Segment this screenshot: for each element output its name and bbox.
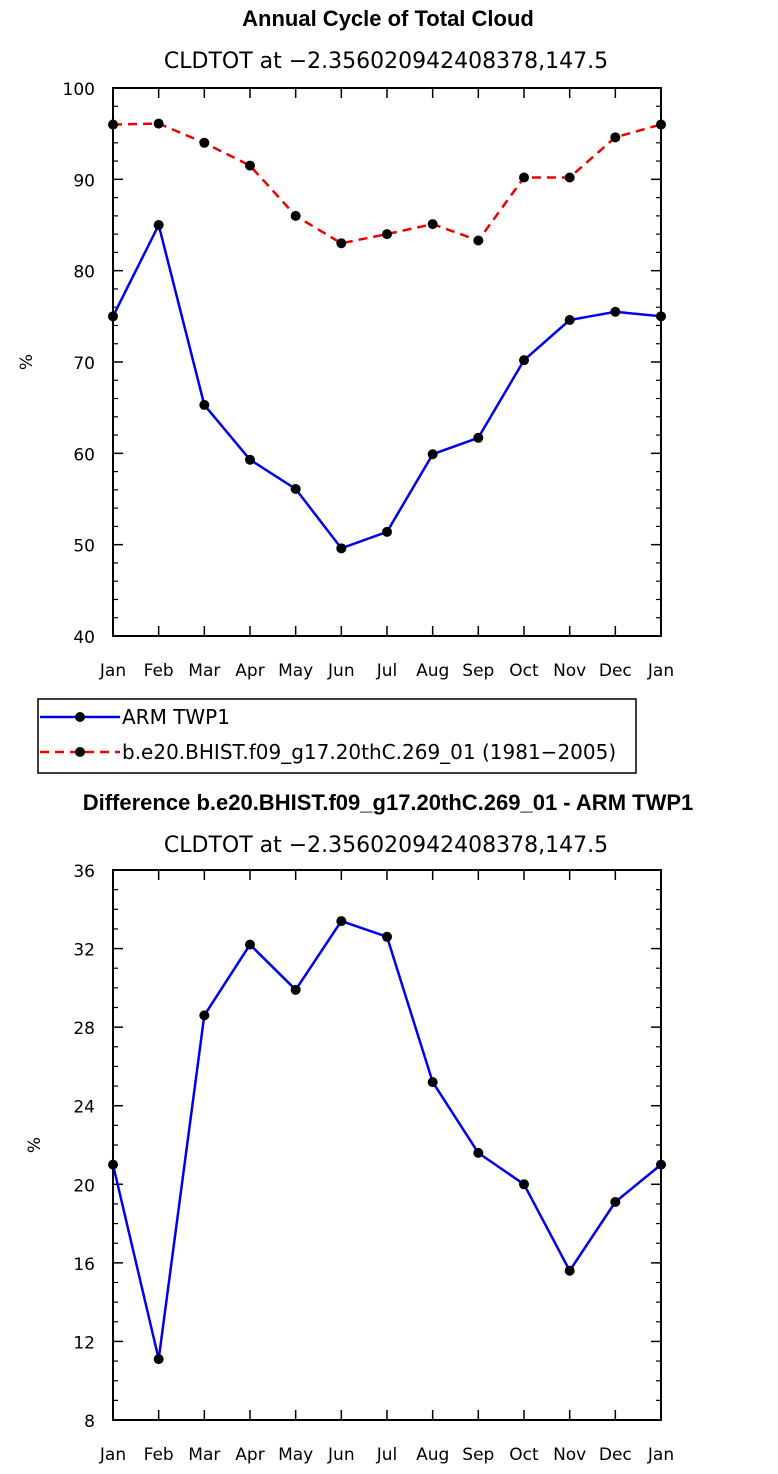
x-tick-label: Dec bbox=[599, 661, 632, 681]
y-tick-label: 90 bbox=[73, 171, 95, 191]
series-0-point bbox=[290, 483, 301, 494]
x-tick-label: Jan bbox=[647, 1445, 674, 1465]
x-tick-label: Jun bbox=[327, 661, 355, 681]
x-tick-label: Mar bbox=[188, 1445, 220, 1465]
x-tick-label: Sep bbox=[462, 1445, 494, 1465]
chart1-legend: ARM TWP1 b.e20.BHIST.f09_g17.20thC.269_0… bbox=[37, 698, 637, 774]
x-tick-label: Apr bbox=[235, 661, 264, 681]
series-1-point bbox=[427, 219, 438, 230]
series-0-point bbox=[656, 1159, 666, 1170]
y-tick-label: 24 bbox=[73, 1098, 95, 1118]
x-tick-label: Jul bbox=[376, 1445, 398, 1465]
y-tick-label: 36 bbox=[73, 862, 95, 882]
series-0-point bbox=[382, 931, 392, 942]
annual-cycle-chart: Annual Cycle of Total Cloud CLDTOT at −2… bbox=[17, 6, 674, 774]
y-tick-label: 8 bbox=[84, 1412, 95, 1432]
series-0-point bbox=[245, 454, 255, 465]
series-1-point bbox=[610, 132, 621, 143]
y-tick-label: 16 bbox=[73, 1255, 95, 1275]
series-0-point bbox=[153, 220, 164, 230]
series-1-point bbox=[108, 119, 118, 130]
series-1-point bbox=[290, 210, 301, 221]
x-tick-label: Nov bbox=[553, 661, 586, 681]
series-0-point bbox=[564, 1265, 575, 1276]
x-tick-label: Mar bbox=[188, 661, 220, 681]
x-tick-label: Nov bbox=[553, 1445, 586, 1465]
chart1-title: Annual Cycle of Total Cloud bbox=[242, 6, 534, 31]
series-0-point bbox=[427, 1077, 438, 1088]
x-tick-label: Aug bbox=[416, 1445, 449, 1465]
chart1-subtitle: CLDTOT at −2.356020942408378,147.5 bbox=[164, 49, 608, 74]
x-tick-label: Dec bbox=[599, 1445, 632, 1465]
x-tick-label: May bbox=[278, 661, 313, 681]
y-tick-label: 28 bbox=[73, 1019, 95, 1039]
y-tick-label: 32 bbox=[73, 941, 95, 961]
legend-label-arm: ARM TWP1 bbox=[122, 705, 230, 729]
series-1-point bbox=[199, 137, 210, 148]
y-tick-label: 20 bbox=[73, 1176, 95, 1196]
x-tick-label: Feb bbox=[144, 1445, 174, 1465]
series-0-point bbox=[610, 306, 621, 317]
series-line-0 bbox=[111, 919, 662, 1361]
x-tick-label: Jul bbox=[376, 661, 398, 681]
difference-chart: Difference b.e20.BHIST.f09_g17.20thC.269… bbox=[25, 790, 693, 1465]
y-tick-label: 50 bbox=[73, 537, 95, 557]
legend-label-model: b.e20.BHIST.f09_g17.20thC.269_01 (1981−2… bbox=[122, 740, 616, 764]
series-0-point bbox=[519, 1179, 529, 1190]
series-1-point bbox=[153, 118, 164, 129]
series-0-point bbox=[473, 1147, 484, 1158]
series-0-point bbox=[382, 526, 392, 537]
series-0-point bbox=[610, 1196, 621, 1207]
y-tick-label: 100 bbox=[63, 80, 95, 100]
y-tick-label: 40 bbox=[73, 628, 95, 648]
series-0-point bbox=[564, 314, 575, 325]
series-0-point bbox=[108, 311, 118, 322]
series-0-point bbox=[473, 432, 484, 443]
series-0-point bbox=[108, 1159, 118, 1170]
chart1-ylabel: % bbox=[17, 354, 37, 370]
x-tick-label: Jun bbox=[327, 1445, 355, 1465]
series-0-point bbox=[153, 1354, 164, 1365]
series-0-point bbox=[245, 939, 255, 950]
chart2-plot-frame bbox=[112, 869, 662, 1421]
y-tick-label: 70 bbox=[73, 354, 95, 374]
series-line-0 bbox=[111, 223, 662, 550]
legend-marker-arm bbox=[75, 712, 85, 722]
series-1-point bbox=[336, 238, 347, 249]
chart2-ylabel: % bbox=[25, 1137, 45, 1153]
x-tick-label: Oct bbox=[509, 1445, 539, 1465]
series-1-point bbox=[564, 172, 575, 183]
x-tick-label: Sep bbox=[462, 661, 494, 681]
series-0-point bbox=[427, 449, 438, 460]
chart2-title: Difference b.e20.BHIST.f09_g17.20thC.269… bbox=[83, 790, 694, 815]
x-tick-label: Oct bbox=[509, 661, 539, 681]
x-tick-label: May bbox=[278, 1445, 313, 1465]
y-tick-label: 12 bbox=[73, 1333, 95, 1353]
x-tick-label: Apr bbox=[235, 1445, 264, 1465]
series-line-1 bbox=[112, 122, 662, 245]
series-1-point bbox=[519, 172, 529, 183]
legend-marker-model bbox=[75, 747, 85, 757]
series-0-point bbox=[336, 543, 347, 554]
series-1-point bbox=[245, 160, 255, 171]
x-tick-label: Jan bbox=[99, 661, 126, 681]
x-tick-label: Aug bbox=[416, 661, 449, 681]
series-1-point bbox=[473, 235, 484, 246]
y-tick-label: 80 bbox=[73, 263, 95, 283]
chart2-subtitle: CLDTOT at −2.356020942408378,147.5 bbox=[164, 833, 608, 858]
series-0-point bbox=[656, 311, 666, 322]
series-0-point bbox=[336, 916, 347, 927]
series-0-point bbox=[199, 399, 210, 410]
x-tick-label: Feb bbox=[144, 661, 174, 681]
series-0-point bbox=[199, 1010, 210, 1021]
x-tick-label: Jan bbox=[647, 661, 674, 681]
legend-box bbox=[37, 698, 637, 774]
series-1-point bbox=[382, 229, 392, 240]
series-0-point bbox=[519, 355, 529, 366]
x-tick-label: Jan bbox=[99, 1445, 126, 1465]
series-0-point bbox=[290, 984, 301, 995]
y-tick-label: 60 bbox=[73, 445, 95, 465]
series-1-point bbox=[656, 119, 666, 130]
